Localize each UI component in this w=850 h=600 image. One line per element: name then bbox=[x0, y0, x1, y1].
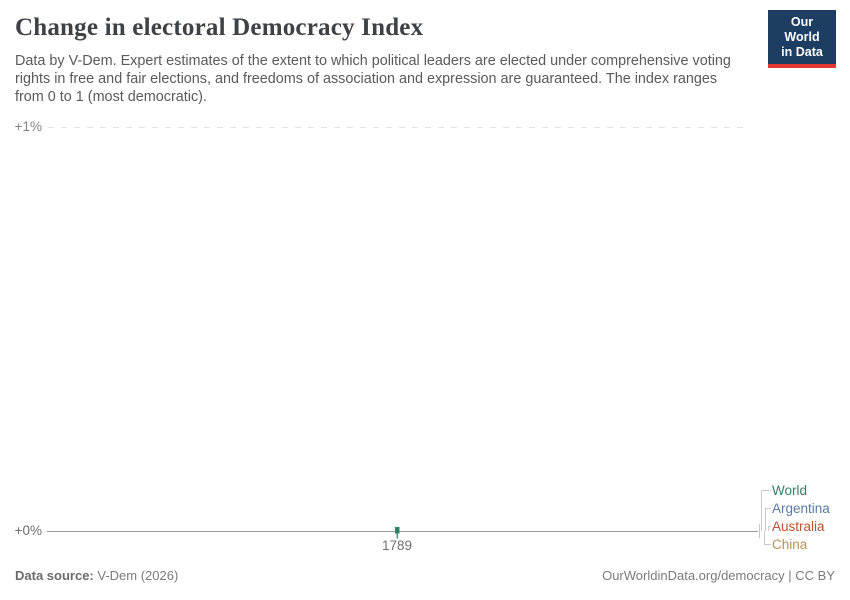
owid-url-link[interactable]: OurWorldinData.org/democracy bbox=[602, 568, 785, 583]
chart-title: Change in electoral Democracy Index bbox=[15, 14, 424, 41]
legend-connector-australia bbox=[768, 526, 771, 531]
legend-item-world[interactable]: World bbox=[772, 483, 808, 498]
y-axis-tick-plus1pct: +1% bbox=[14, 119, 42, 134]
license-link[interactable]: CC BY bbox=[795, 568, 835, 583]
attribution-text: OurWorldinData.org/democracy | CC BY bbox=[602, 568, 835, 583]
data-source-value: V-Dem (2026) bbox=[93, 568, 179, 583]
data-source-label: Data source: bbox=[15, 568, 94, 583]
owid-logo-line2: in Data bbox=[781, 45, 823, 59]
legend-connector-china bbox=[764, 531, 771, 545]
data-source-text: Data source: V-Dem (2026) bbox=[15, 568, 178, 583]
legend-connector-lines bbox=[761, 490, 771, 545]
legend-item-australia[interactable]: Australia bbox=[772, 519, 825, 534]
legend-item-china[interactable]: China bbox=[772, 537, 808, 552]
y-axis-tick-plus0pct: +0% bbox=[14, 523, 42, 538]
chart-subtitle: Data by V-Dem. Expert estimates of the e… bbox=[15, 53, 731, 105]
chart-footer: Data source: V-Dem (2026) OurWorldinData… bbox=[15, 568, 835, 583]
legend-connector-world bbox=[761, 490, 771, 531]
legend-connector-argentina bbox=[765, 508, 771, 531]
legend-item-argentina[interactable]: Argentina bbox=[772, 501, 830, 516]
data-point-marker-1789 bbox=[395, 527, 400, 539]
owid-logo[interactable]: Our World in Data bbox=[768, 10, 836, 68]
x-axis-tick-1789: 1789 bbox=[381, 538, 413, 553]
attribution-separator: | bbox=[784, 568, 796, 583]
owid-logo-line1: Our World bbox=[784, 15, 820, 44]
